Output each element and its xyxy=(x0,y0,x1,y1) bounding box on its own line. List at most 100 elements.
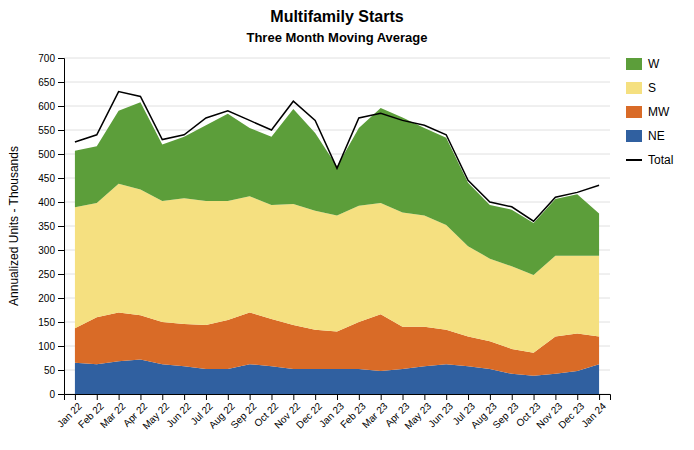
legend-item: MW xyxy=(626,105,670,119)
tick-mark xyxy=(534,394,535,400)
tick-mark xyxy=(140,394,141,400)
tick: Jun 23 xyxy=(426,394,455,429)
tick-mark xyxy=(162,394,163,400)
title: Multifamily Starts xyxy=(270,8,403,25)
grid-line xyxy=(64,82,610,83)
tick-mark xyxy=(58,178,64,179)
tick: 250 xyxy=(38,269,64,280)
tick-label: May 22 xyxy=(140,400,171,431)
tick-mark xyxy=(97,394,98,400)
legend: WS MW NE Total xyxy=(626,57,673,167)
tick-label: Dec 22 xyxy=(294,400,324,430)
tick: 700 xyxy=(38,53,64,64)
legend-label: NE xyxy=(648,129,665,143)
tick-label: Jan 24 xyxy=(579,400,608,429)
tick: 450 xyxy=(38,173,64,184)
tick-mark xyxy=(58,298,64,299)
tick-label: Dec 23 xyxy=(556,400,586,430)
tick-mark xyxy=(184,394,185,400)
subtitle: Three Month Moving Average xyxy=(246,30,427,45)
tick-mark xyxy=(424,394,425,400)
tick-mark xyxy=(119,394,120,400)
tick-mark xyxy=(337,394,338,400)
tick-label: 550 xyxy=(38,125,55,136)
legend-item: S xyxy=(626,81,656,95)
chart: Multifamily Starts Three Month Moving Ave… xyxy=(0,0,694,450)
marks xyxy=(75,92,599,394)
tick-mark xyxy=(58,394,64,395)
tick-label: Sep 22 xyxy=(228,400,258,430)
tick: 100 xyxy=(38,341,64,352)
tick-mark xyxy=(58,346,64,347)
y-axis-title: Annualized Units - Thousands xyxy=(7,146,21,306)
tick-mark xyxy=(555,394,556,400)
tick-mark xyxy=(468,394,469,400)
tick-label: 0 xyxy=(49,389,55,400)
tick: Jan 24 xyxy=(579,394,608,429)
tick-mark xyxy=(490,394,491,400)
tick-label: Sep 23 xyxy=(491,400,521,430)
tick-label: Mar 23 xyxy=(360,400,390,430)
tick-mark xyxy=(250,394,251,400)
legend-label: W xyxy=(648,57,660,71)
tick: 0 xyxy=(49,389,64,400)
tick-mark xyxy=(58,322,64,323)
tick-mark xyxy=(599,394,600,400)
tick-mark xyxy=(58,130,64,131)
tick-mark xyxy=(577,394,578,400)
tick-mark xyxy=(293,394,294,400)
tick-mark xyxy=(58,226,64,227)
tick-label: 100 xyxy=(38,341,55,352)
legend-label: S xyxy=(648,81,656,95)
plot: 0501001502002503003504004505005506006507… xyxy=(7,53,611,432)
legend-item: W xyxy=(626,57,660,71)
tick-mark xyxy=(58,250,64,251)
tick: 350 xyxy=(38,221,64,232)
tick-label: 600 xyxy=(38,101,55,112)
axis-line xyxy=(65,395,611,401)
tick-mark xyxy=(58,58,64,59)
tick: 500 xyxy=(38,149,64,160)
tick-mark xyxy=(381,394,382,400)
tick-mark xyxy=(58,274,64,275)
tick-label: 650 xyxy=(38,77,55,88)
legend-item: Total xyxy=(626,153,673,167)
tick: 550 xyxy=(38,125,64,136)
tick-mark xyxy=(58,82,64,83)
tick-mark xyxy=(58,370,64,371)
tick-mark xyxy=(206,394,207,400)
tick: 300 xyxy=(38,245,64,256)
tick: 650 xyxy=(38,77,64,88)
tick: 400 xyxy=(38,197,64,208)
tick-mark xyxy=(75,394,76,400)
tick-mark xyxy=(359,394,360,400)
tick-mark xyxy=(228,394,229,400)
area xyxy=(75,102,599,275)
tick-mark xyxy=(58,202,64,203)
legend-swatch xyxy=(626,106,642,118)
tick-label: 150 xyxy=(38,317,55,328)
tick-mark xyxy=(403,394,404,400)
tick-mark xyxy=(315,394,316,400)
tick: 150 xyxy=(38,317,64,328)
tick-mark xyxy=(271,394,272,400)
legend-swatch xyxy=(626,130,642,142)
x-axis: Jan 22Feb 22Mar 22Apr 22May 22Jun 22Jul … xyxy=(55,394,611,431)
tick-label: 200 xyxy=(38,293,55,304)
legend-item: NE xyxy=(626,129,665,143)
tick: Jun 22 xyxy=(164,394,193,429)
tick-label: 450 xyxy=(38,173,55,184)
tick-label: 350 xyxy=(38,221,55,232)
legend-label: Total xyxy=(648,153,673,167)
tick-label: Jun 22 xyxy=(164,400,193,429)
tick-label: 500 xyxy=(38,149,55,160)
legend-swatch xyxy=(626,82,642,94)
tick-label: Jun 23 xyxy=(426,400,455,429)
line xyxy=(75,92,599,222)
axis-line xyxy=(58,59,65,395)
legend-swatch xyxy=(626,58,642,70)
tick-mark xyxy=(512,394,513,400)
tick-label: 400 xyxy=(38,197,55,208)
legend-swatch xyxy=(626,159,642,161)
legend-label: MW xyxy=(648,105,670,119)
